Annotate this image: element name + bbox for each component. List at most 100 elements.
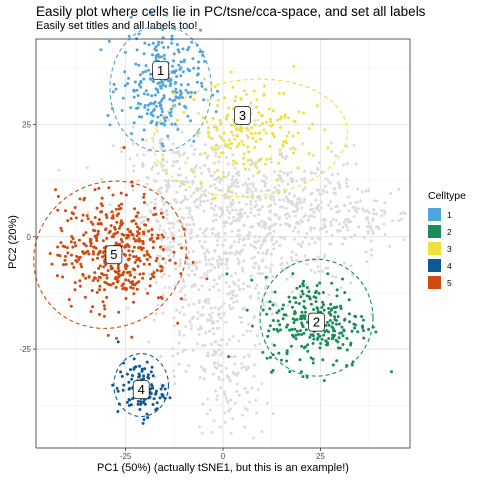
legend-item-3: 3 xyxy=(428,240,466,257)
cluster-2-point xyxy=(309,302,313,306)
background-point xyxy=(225,252,229,255)
cluster-5-point xyxy=(92,228,95,232)
cluster-5-point xyxy=(73,288,77,292)
background-point xyxy=(243,425,247,429)
cluster-5-point xyxy=(121,273,125,277)
cluster-3-point xyxy=(271,109,275,113)
background-point xyxy=(249,243,253,247)
background-point xyxy=(303,177,307,180)
cluster-5-point xyxy=(141,272,145,276)
background-point xyxy=(156,303,160,307)
cluster-5-point xyxy=(48,252,52,255)
background-point xyxy=(280,256,284,260)
background-point xyxy=(137,216,141,220)
legend-label-3: 3 xyxy=(447,243,452,254)
cluster-1-point xyxy=(163,57,166,61)
background-point xyxy=(196,111,200,115)
cluster-5-point xyxy=(69,240,73,244)
background-point xyxy=(271,412,275,416)
cluster-2-point xyxy=(330,337,334,341)
cluster-5-point xyxy=(98,288,101,292)
background-point xyxy=(257,264,261,268)
background-point xyxy=(190,144,194,148)
background-point xyxy=(180,286,184,290)
background-point xyxy=(249,274,253,278)
background-point xyxy=(178,207,182,211)
background-point xyxy=(372,208,376,212)
cluster-3-point xyxy=(272,135,276,139)
background-point xyxy=(256,251,260,255)
background-point xyxy=(248,187,251,191)
cluster-4-point xyxy=(154,389,158,393)
background-point xyxy=(156,254,160,257)
background-point xyxy=(187,262,191,266)
background-point xyxy=(199,203,202,207)
cluster-2-point xyxy=(304,328,308,332)
background-point xyxy=(244,202,248,206)
legend-key-2 xyxy=(428,225,441,238)
background-point xyxy=(229,431,233,435)
cluster-2-point xyxy=(333,310,337,314)
background-point xyxy=(253,119,256,123)
cluster-4-point xyxy=(151,374,155,378)
background-point xyxy=(366,231,370,235)
background-point xyxy=(346,228,350,232)
background-point xyxy=(317,188,321,192)
background-point xyxy=(152,318,156,322)
cluster-1-point xyxy=(144,64,148,68)
background-point xyxy=(317,255,320,259)
cluster-5-point xyxy=(94,236,98,240)
background-point xyxy=(211,256,215,260)
background-point xyxy=(194,164,198,167)
background-point xyxy=(269,197,273,201)
background-point xyxy=(203,343,207,347)
background-point xyxy=(153,161,157,165)
background-point xyxy=(291,177,295,181)
background-point xyxy=(260,179,264,183)
cluster-1-point xyxy=(182,58,186,62)
background-point xyxy=(397,187,401,191)
background-point xyxy=(232,215,236,219)
cluster-5-point xyxy=(135,234,139,238)
cluster-2-point xyxy=(271,303,275,307)
cluster-5-point xyxy=(82,198,86,202)
background-point xyxy=(231,293,235,297)
legend-label-2: 2 xyxy=(447,226,452,237)
cluster-1-point xyxy=(132,95,136,99)
background-point xyxy=(349,235,353,239)
cluster-2-point xyxy=(281,303,285,307)
cluster-4-point xyxy=(139,402,143,406)
background-point xyxy=(256,388,260,392)
cluster-4-point xyxy=(158,396,162,400)
background-point xyxy=(300,177,304,181)
cluster-5-point xyxy=(89,244,93,248)
background-point xyxy=(132,164,136,168)
background-point xyxy=(260,243,263,247)
cluster-3-point xyxy=(279,115,283,119)
background-point xyxy=(230,296,234,300)
cluster-5-point xyxy=(131,286,135,290)
background-point xyxy=(230,202,234,206)
background-point xyxy=(187,303,191,307)
cluster-2-point xyxy=(308,297,312,301)
cluster-1-point xyxy=(160,41,164,45)
cluster-3-point xyxy=(243,167,247,171)
background-point xyxy=(349,264,353,268)
background-point xyxy=(207,301,211,305)
background-point xyxy=(279,223,283,227)
background-point xyxy=(136,179,140,183)
cluster-3-point xyxy=(205,120,209,124)
cluster-5-point xyxy=(139,245,142,249)
cluster-4-point xyxy=(159,387,163,391)
cluster-3-point xyxy=(246,145,250,149)
cluster-2-point xyxy=(330,281,334,285)
background-point xyxy=(251,196,255,200)
background-point xyxy=(227,184,231,188)
cluster-5-point xyxy=(141,239,145,243)
cluster-2-point xyxy=(297,332,301,336)
background-point xyxy=(173,198,177,202)
cluster-2-point xyxy=(334,338,338,342)
cluster-5-point xyxy=(176,321,180,325)
cluster-1-point xyxy=(160,97,164,101)
background-point xyxy=(260,382,264,386)
